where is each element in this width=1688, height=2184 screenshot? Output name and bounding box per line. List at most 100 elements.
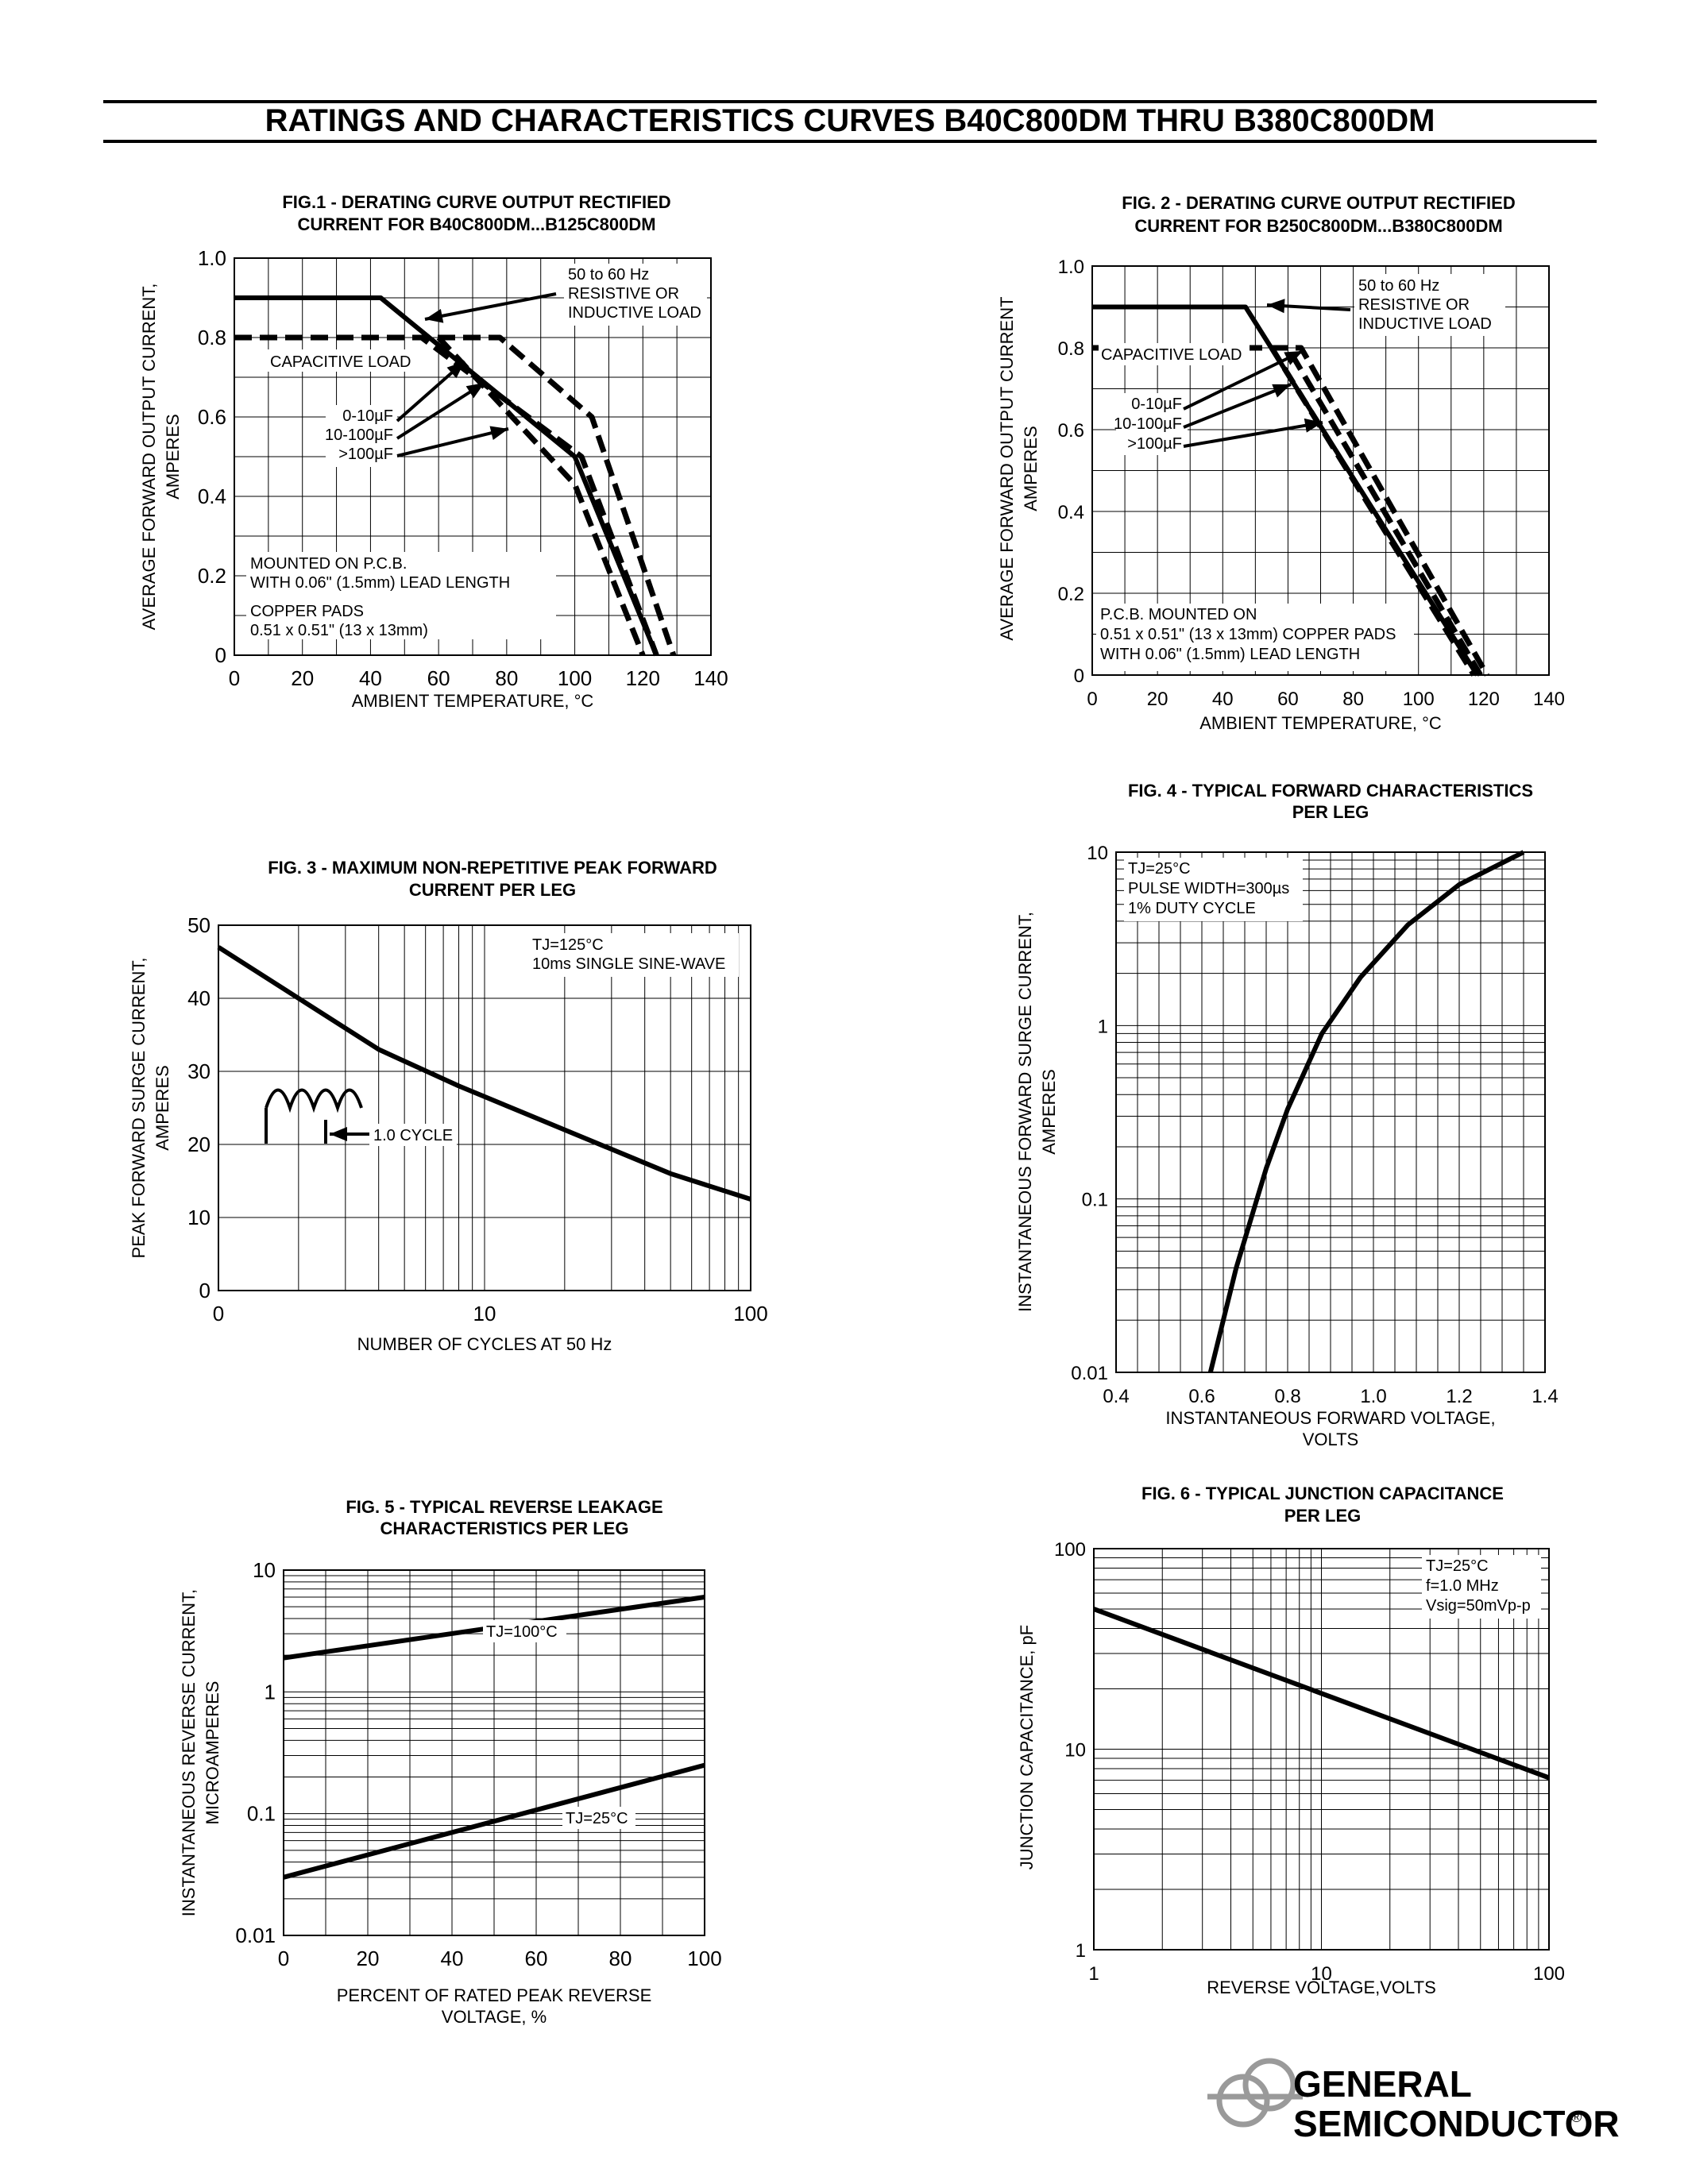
chart-title-line: PER LEG [1284, 1506, 1362, 1526]
y-tick-label: 0.4 [1058, 502, 1084, 523]
x-axis-label: NUMBER OF CYCLES AT 50 Hz [357, 1334, 612, 1354]
annotation-backdrop [246, 552, 556, 639]
annotation-backdrop [1124, 858, 1303, 921]
y-axis-label-line: PEAK FORWARD SURGE CURRENT, [129, 958, 149, 1259]
x-tick-label: 80 [495, 666, 518, 690]
chart-annotation: P.C.B. MOUNTED ON [1100, 606, 1257, 623]
chart-annotation: 0-10µF [1131, 396, 1182, 413]
series-line-2 [1092, 345, 1490, 677]
chart-title-line: FIG.1 - DERATING CURVE OUTPUT RECTIFIED [282, 192, 670, 212]
top-rule-lower [103, 140, 1597, 143]
annotation-arrowhead [330, 1127, 347, 1141]
x-axis-label: AMBIENT TEMPERATURE, °C [352, 691, 594, 711]
annotation-backdrop [1354, 274, 1505, 336]
chart-annotation: >100µF [338, 446, 393, 463]
annotation-backdrop [483, 1620, 566, 1642]
logo-registered-mark: ® [1571, 2109, 1582, 2125]
y-tick-label: 0.8 [198, 326, 226, 349]
x-tick-label: 20 [291, 666, 314, 690]
y-tick-label: 1 [265, 1680, 276, 1704]
y-tick-label: 0.2 [198, 564, 226, 588]
annotation-arrowhead [425, 308, 444, 323]
y-axis-label-line: AVERAGE FORWARD OUTPUT CURRENT [997, 296, 1017, 640]
x-axis-label-line: INSTANTANEOUS FORWARD VOLTAGE, [1165, 1408, 1495, 1428]
y-tick-label: 1 [1098, 1016, 1108, 1037]
y-tick-label: 0 [215, 643, 226, 667]
plot-frame [218, 924, 751, 1291]
logo-general: GENERAL [1293, 2063, 1472, 2105]
y-tick-label: 20 [187, 1133, 211, 1156]
series-line-1 [1207, 850, 1525, 1373]
y-tick-label: 0.1 [247, 1802, 276, 1826]
x-tick-label: 80 [1342, 689, 1364, 710]
x-tick-label: 0 [213, 1302, 224, 1325]
y-tick-label: 0.1 [1082, 1190, 1108, 1211]
annotation-arrow [1183, 349, 1304, 411]
annotation-arrowhead [1304, 418, 1323, 433]
chart-title-line: PER LEG [1292, 802, 1369, 822]
y-tick-label: 0.6 [1058, 420, 1084, 442]
chart-annotation: TJ=25°C [566, 1810, 628, 1827]
chart-annotation: 1.0 CYCLE [373, 1127, 453, 1144]
x-tick-label: 0 [278, 1947, 289, 1970]
chart-annotation: TJ=125°C [532, 936, 604, 954]
chart-annotation: 0.51 x 0.51" (13 x 13mm) COPPER PADS [1100, 626, 1396, 643]
fig3-chart: FIG. 3 - MAXIMUM NON-REPETITIVE PEAK FOR… [129, 858, 768, 1354]
plot-frame [1115, 851, 1546, 1373]
chart-grid [1116, 852, 1545, 1373]
chart-title-line: FIG. 6 - TYPICAL JUNCTION CAPACITANCE [1141, 1484, 1504, 1503]
chart-annotation: Vsig=50mVp-p [1426, 1597, 1531, 1615]
chart-annotation: 10ms SINGLE SINE-WAVE [532, 955, 725, 973]
chart-title-line: CHARACTERISTICS PER LEG [380, 1518, 629, 1538]
chart-title-line: FIG. 4 - TYPICAL FORWARD CHARACTERISTICS [1128, 781, 1533, 801]
chart-grid [218, 925, 751, 1291]
fig2-chart: FIG. 2 - DERATING CURVE OUTPUT RECTIFIED… [997, 193, 1565, 733]
annotation-backdrop [369, 1124, 457, 1146]
y-axis-label-line: MICROAMPERES [203, 1681, 222, 1825]
plot-frame [283, 1569, 705, 1936]
y-axis-label-line: JUNCTION CAPACITANCE, pF [1017, 1625, 1037, 1870]
x-tick-label: 10 [1311, 1963, 1332, 1985]
annotation-arrow [1183, 421, 1323, 448]
logo-mark-icon [1207, 2058, 1303, 2128]
x-tick-label: 1.4 [1532, 1386, 1558, 1407]
annotation-arrowhead [446, 361, 465, 379]
chart-annotation: 50 to 60 Hz [1358, 277, 1439, 295]
annotation-arrow [424, 292, 557, 321]
y-axis-label-line: AVERAGE FORWARD OUTPUT CURRENT, [139, 284, 159, 631]
x-axis-label: AMBIENT TEMPERATURE, °C [1199, 713, 1442, 733]
y-tick-label: 50 [187, 913, 211, 937]
plot-frame [1091, 265, 1550, 676]
fig5-chart: FIG. 5 - TYPICAL REVERSE LEAKAGECHARACTE… [179, 1497, 722, 2027]
chart-annotation: PULSE WIDTH=300µs [1128, 880, 1289, 897]
x-tick-label: 0 [229, 666, 240, 690]
series-line-4 [234, 334, 646, 657]
chart-annotation: MOUNTED ON P.C.B. [250, 555, 407, 573]
y-tick-label: 1.0 [1058, 257, 1084, 278]
x-axis-label-line: PERCENT OF RATED PEAK REVERSE [337, 1985, 652, 2005]
chart-title-line: CURRENT FOR B40C800DM...B125C800DM [297, 214, 655, 234]
y-tick-label: 40 [187, 986, 211, 1010]
chart-annotation: 10-100µF [1114, 415, 1182, 433]
annotation-arrowhead [489, 426, 508, 440]
chart-annotation: 1% DUTY CYCLE [1128, 900, 1256, 917]
chart-annotation: f=1.0 MHz [1426, 1577, 1499, 1595]
y-tick-label: 10 [187, 1206, 211, 1229]
chart-title-line: FIG. 2 - DERATING CURVE OUTPUT RECTIFIED [1122, 193, 1515, 213]
x-tick-label: 60 [1277, 689, 1299, 710]
chart-annotation: CAPACITIVE LOAD [1101, 346, 1242, 364]
annotation-backdrop [326, 405, 397, 467]
y-tick-label: 0.01 [235, 1924, 276, 1947]
x-axis-label: REVERSE VOLTAGE,VOLTS [1207, 1978, 1436, 1997]
x-tick-label: 0.4 [1103, 1386, 1129, 1407]
annotation-backdrop [1099, 343, 1250, 365]
plot-frame [1093, 1548, 1550, 1951]
x-tick-label: 1.0 [1360, 1386, 1386, 1407]
annotation-backdrop [564, 264, 707, 326]
chart-annotation: TJ=25°C [1426, 1557, 1489, 1575]
chart-annotation: WITH 0.06" (1.5mm) LEAD LENGTH [250, 574, 510, 592]
chart-annotation: TJ=100°C [486, 1623, 558, 1641]
x-tick-label: 1 [1088, 1963, 1099, 1985]
fig6-chart: FIG. 6 - TYPICAL JUNCTION CAPACITANCE PER… [1017, 1484, 1565, 1997]
chart-title-line: FIG. 3 - MAXIMUM NON-REPETITIVE PEAK FOR… [268, 858, 717, 878]
